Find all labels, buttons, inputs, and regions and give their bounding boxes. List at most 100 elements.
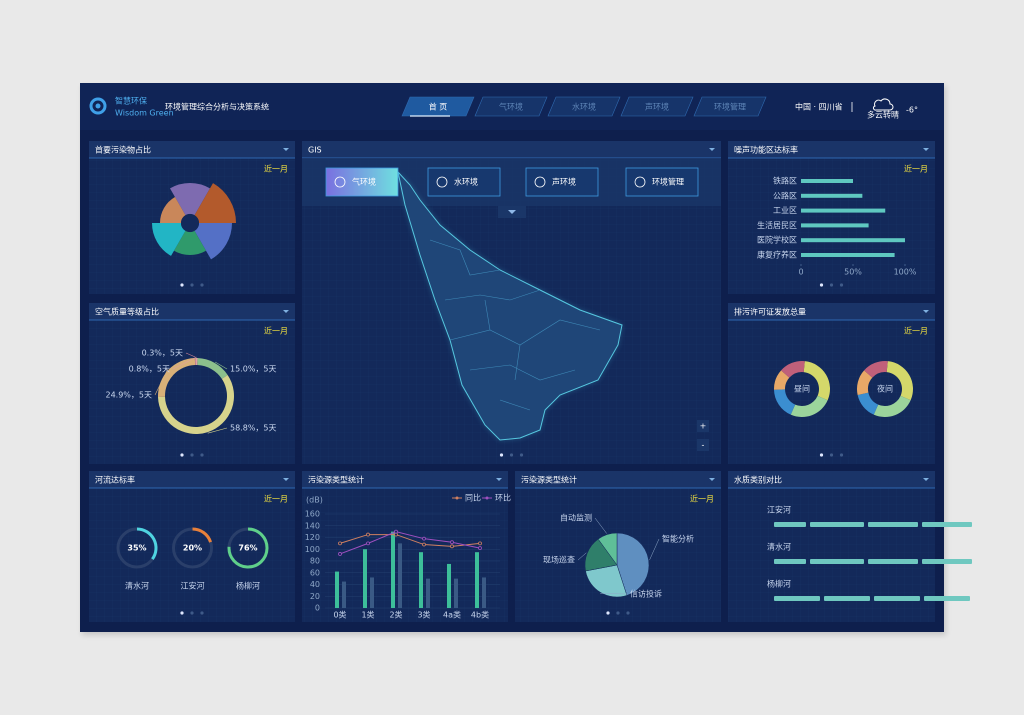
gis-button-label[interactable]: 环境管理 [652, 177, 684, 187]
nav-tab[interactable] [693, 96, 767, 117]
y-tick-label: 40 [310, 580, 320, 589]
donut-label: 58.8%，5天 [230, 424, 277, 433]
page-dot[interactable] [180, 453, 184, 457]
nav-label[interactable]: 环境管理 [714, 102, 746, 112]
gis-button[interactable] [427, 167, 501, 197]
bar [454, 578, 458, 608]
page-dot[interactable] [190, 453, 194, 457]
hbar-label: 公路区 [773, 190, 797, 200]
nav-tab[interactable] [474, 96, 548, 117]
panel-filter[interactable]: 近一月 [264, 326, 288, 336]
gis-button-label[interactable]: 气环境 [352, 177, 376, 187]
panel-header [728, 141, 935, 158]
map-region [397, 170, 623, 441]
row-label: 清水河 [767, 542, 791, 552]
nav-label[interactable]: 水环境 [572, 102, 596, 112]
y-tick-label: 140 [305, 521, 320, 530]
panel-filter[interactable]: 近一月 [904, 164, 928, 174]
nav-label[interactable]: 声环境 [645, 102, 669, 112]
page-dot[interactable] [829, 453, 834, 457]
gis-drop-arrow [508, 210, 516, 214]
panel-toggle[interactable] [923, 478, 929, 481]
donut-label: 0.3%，5天 [142, 349, 183, 358]
page-dot[interactable] [190, 611, 194, 615]
page-dot[interactable] [616, 611, 620, 615]
nav-tab[interactable] [620, 96, 694, 117]
y-tick-label: 20 [310, 592, 320, 601]
line-point [450, 544, 454, 549]
map-districts [429, 239, 601, 411]
page-dot[interactable] [200, 611, 204, 615]
logo-icon [89, 97, 107, 115]
donut-segment [781, 361, 805, 378]
panel-toggle[interactable] [709, 478, 715, 481]
y-tick-label: 160 [305, 510, 320, 519]
page-dot[interactable] [200, 453, 204, 457]
gauge-label: 清水河 [125, 581, 149, 591]
panel-title: 排污许可证发放总量 [734, 307, 806, 317]
panel-toggle[interactable] [709, 148, 715, 151]
panel-filter[interactable]: 近一月 [264, 494, 288, 504]
gis-button[interactable] [325, 167, 399, 197]
panel-toggle[interactable] [283, 310, 289, 313]
gis-button[interactable] [525, 167, 599, 197]
zoom-label[interactable]: + [700, 422, 707, 431]
zoom-button[interactable] [697, 420, 709, 432]
panel-title: 水质类别对比 [734, 475, 782, 485]
panel-filter[interactable]: 近一月 [264, 164, 288, 174]
page-dot[interactable] [819, 283, 824, 287]
page-dot[interactable] [829, 283, 834, 287]
gis-button[interactable] [625, 167, 699, 197]
page-dot[interactable] [606, 611, 610, 615]
x-tick-label: 2类 [389, 610, 402, 620]
line-point [394, 529, 398, 534]
gis-button-icon [334, 176, 346, 188]
page-dot[interactable] [180, 283, 184, 287]
panel-filter[interactable]: 近一月 [904, 326, 928, 336]
donut-segment [803, 361, 830, 401]
page-dot[interactable] [626, 611, 630, 615]
panel-title: 污染源类型统计 [521, 475, 577, 485]
donut-label: 0.8%，5天 [129, 365, 170, 374]
page-dot[interactable] [509, 453, 514, 457]
panel-toggle[interactable] [923, 148, 929, 151]
page-dot[interactable] [180, 611, 184, 615]
line-point [478, 541, 482, 546]
logo: 智慧环保 [115, 96, 147, 106]
line-point [478, 546, 482, 550]
panel-toggle[interactable] [923, 310, 929, 313]
panel-toggle[interactable] [283, 148, 289, 151]
nav-label[interactable]: 气环境 [499, 102, 523, 112]
page-dot[interactable] [819, 453, 824, 457]
panel-grid [89, 488, 295, 622]
panel-grid [89, 320, 295, 464]
page-dot[interactable] [839, 453, 844, 457]
gis-button-label[interactable]: 水环境 [454, 177, 478, 187]
leader-line [649, 538, 660, 560]
page-dot[interactable] [839, 283, 844, 287]
zoom-button[interactable] [697, 439, 709, 451]
pie-label: 智能分析 [662, 534, 694, 544]
gauge-value: 20% [183, 544, 202, 553]
page-dot[interactable] [190, 283, 194, 287]
page-dot[interactable] [519, 453, 524, 457]
line [339, 534, 481, 547]
donut-segment [194, 358, 196, 366]
panel-toggle[interactable] [496, 478, 502, 481]
panel-filter[interactable]: 近一月 [690, 494, 714, 504]
nav-tab[interactable] [547, 96, 621, 117]
nav-label[interactable]: 首 页 [429, 102, 448, 112]
segment-bar [810, 522, 864, 527]
line-point [338, 552, 342, 556]
panel-toggle[interactable] [283, 478, 289, 481]
bar [482, 577, 486, 608]
gis-button-label[interactable]: 声环境 [552, 177, 576, 187]
page-dot[interactable] [200, 283, 204, 287]
page-dot[interactable] [499, 453, 504, 457]
zoom-label[interactable]: - [702, 441, 705, 450]
gis-button-icon [534, 176, 546, 188]
panel-header [302, 141, 721, 158]
legend-swatch [485, 496, 489, 500]
nav-tab[interactable] [401, 96, 475, 117]
